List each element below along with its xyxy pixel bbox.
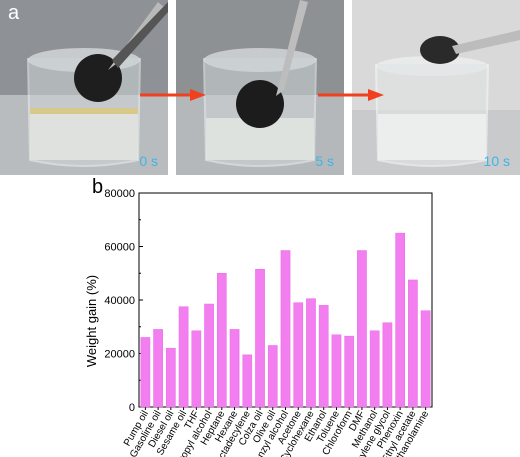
bar <box>153 329 163 408</box>
bar <box>140 337 151 408</box>
y-tick-label: 40000 <box>104 295 135 307</box>
bar <box>318 305 329 408</box>
beaker-photo-5s <box>176 0 344 175</box>
bar <box>166 347 176 408</box>
bar <box>267 345 278 408</box>
bars <box>140 232 431 408</box>
panel-label-b: b <box>92 176 104 198</box>
photo-frame-10s: 10 s <box>352 0 520 175</box>
bar <box>216 273 227 408</box>
y-axis-label: Weight gain (%) <box>84 275 99 367</box>
bar <box>331 334 342 408</box>
y-tick-label: 20000 <box>104 349 135 361</box>
bar <box>204 303 214 408</box>
beaker-photo-0s <box>0 0 168 175</box>
photo-frame-5s: 5 s <box>176 0 344 175</box>
y-tick-label: 0 <box>129 402 135 414</box>
time-label-0s: 0 s <box>139 153 158 169</box>
bar <box>382 322 393 408</box>
bar <box>178 306 189 408</box>
bar <box>280 250 291 408</box>
y-tick-label: 80000 <box>104 188 135 200</box>
bar <box>242 354 253 408</box>
time-label-10s: 10 s <box>483 153 510 169</box>
arrow-right-icon <box>318 89 384 101</box>
bar <box>255 268 265 408</box>
bar <box>408 279 418 408</box>
bar <box>344 335 355 408</box>
y-axis: 0 20000 40000 60000 80000 <box>104 188 143 414</box>
photo-frame-0s: 0 s <box>0 0 168 175</box>
beaker-photo-10s <box>352 0 520 175</box>
bar <box>306 298 316 408</box>
y-tick-label: 60000 <box>104 242 135 254</box>
bar <box>369 330 380 408</box>
arrow-right-icon <box>140 89 206 101</box>
bar <box>293 302 304 408</box>
time-label-5s: 5 s <box>315 153 334 169</box>
panel-label-a: a <box>8 2 20 24</box>
bar <box>420 310 431 408</box>
bar <box>191 330 202 408</box>
bar <box>229 329 240 408</box>
bar <box>357 250 367 408</box>
bar <box>395 232 405 408</box>
